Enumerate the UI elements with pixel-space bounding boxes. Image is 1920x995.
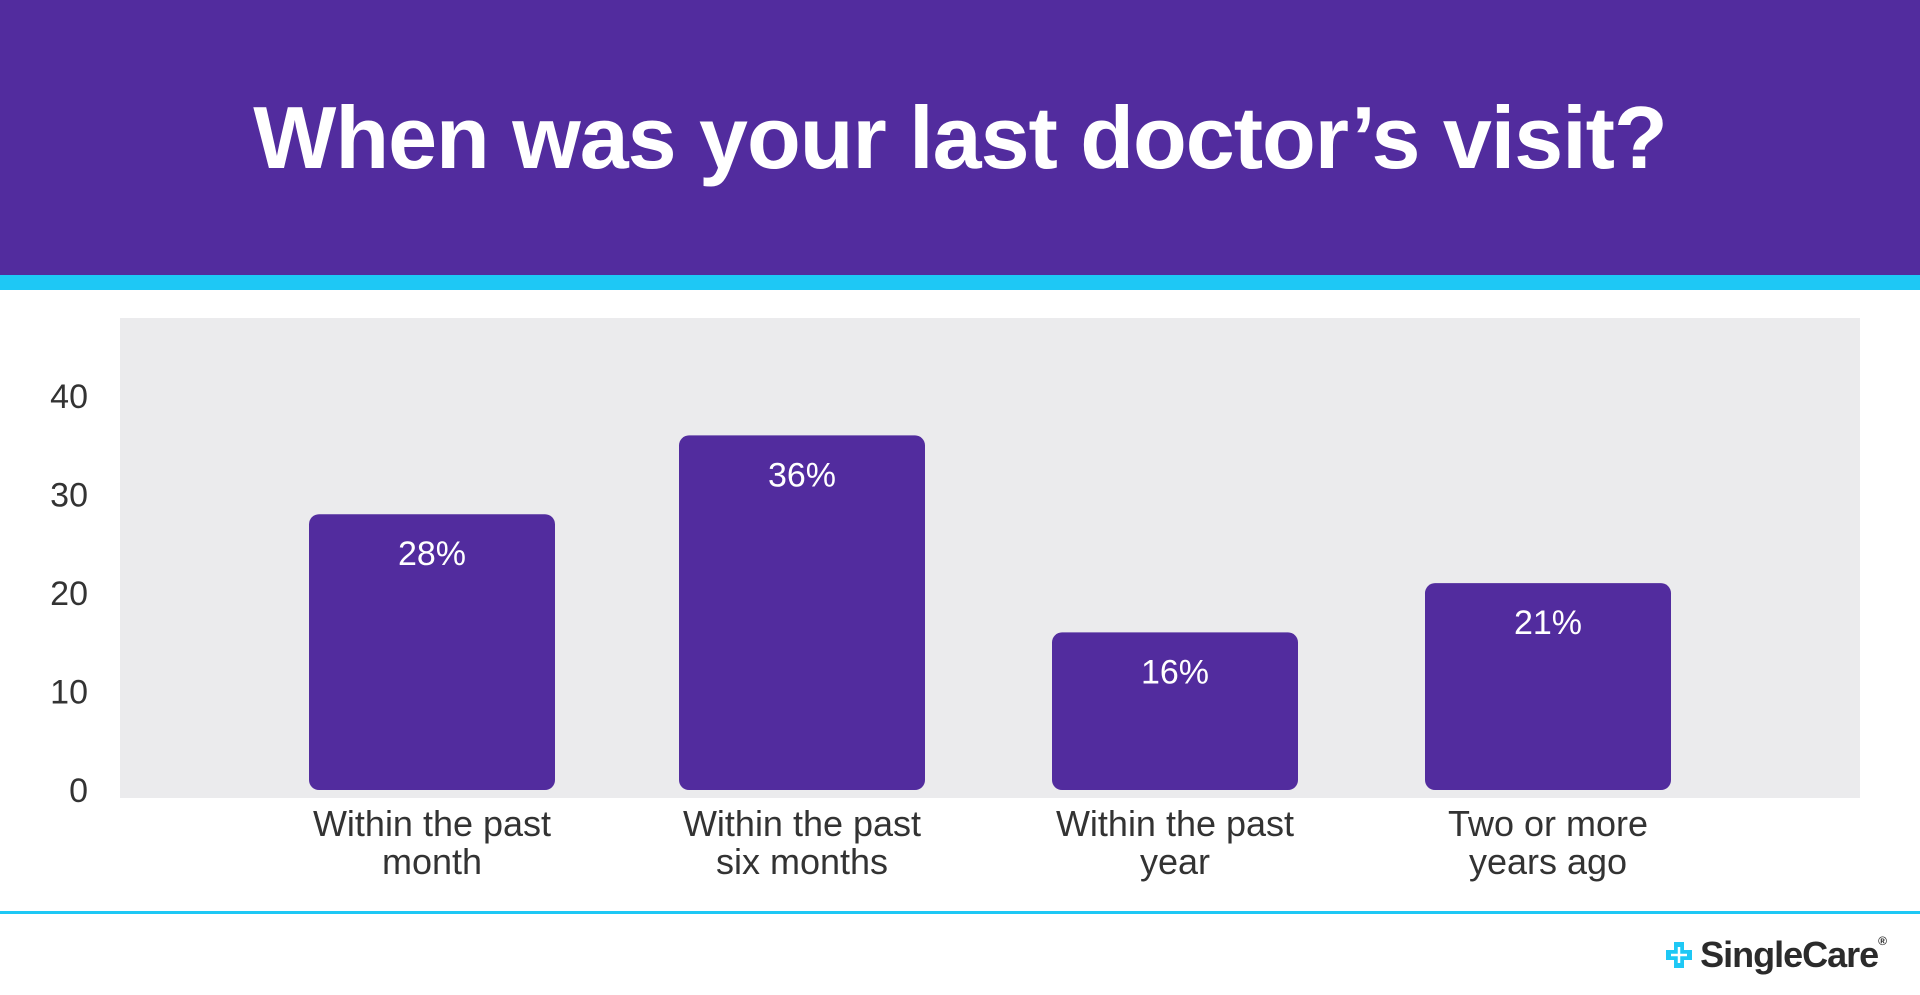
- data-label: 28%: [398, 535, 466, 573]
- category-label: Two or more: [1448, 803, 1648, 844]
- accent-stripe-bottom: [0, 911, 1920, 914]
- category-label: six months: [716, 841, 888, 882]
- bar: [309, 514, 555, 790]
- y-tick-label: 0: [69, 772, 88, 810]
- data-label: 36%: [768, 456, 836, 494]
- bar: [679, 435, 925, 790]
- y-tick-label: 10: [50, 674, 88, 712]
- data-label: 16%: [1141, 653, 1209, 691]
- accent-stripe-top: [0, 275, 1920, 290]
- data-label: 21%: [1514, 604, 1582, 642]
- bar: [1052, 632, 1298, 790]
- category-label: year: [1140, 841, 1210, 882]
- header-banner: When was your last doctor’s visit?: [0, 0, 1920, 275]
- category-label: Within the past: [1056, 803, 1294, 844]
- category-label: Within the past: [313, 803, 551, 844]
- y-tick-label: 40: [50, 378, 88, 416]
- singlecare-cross-icon: [1666, 942, 1693, 968]
- brand-logo: SingleCare®: [1664, 934, 1887, 976]
- brand-name: SingleCare®: [1700, 934, 1887, 975]
- category-label: Within the past: [683, 803, 921, 844]
- bar: [1425, 583, 1671, 790]
- category-label: month: [382, 841, 482, 882]
- category-label: years ago: [1469, 841, 1627, 882]
- y-tick-label: 30: [50, 477, 88, 515]
- chart-title: When was your last doctor’s visit?: [253, 87, 1667, 187]
- y-tick-label: 20: [50, 575, 88, 613]
